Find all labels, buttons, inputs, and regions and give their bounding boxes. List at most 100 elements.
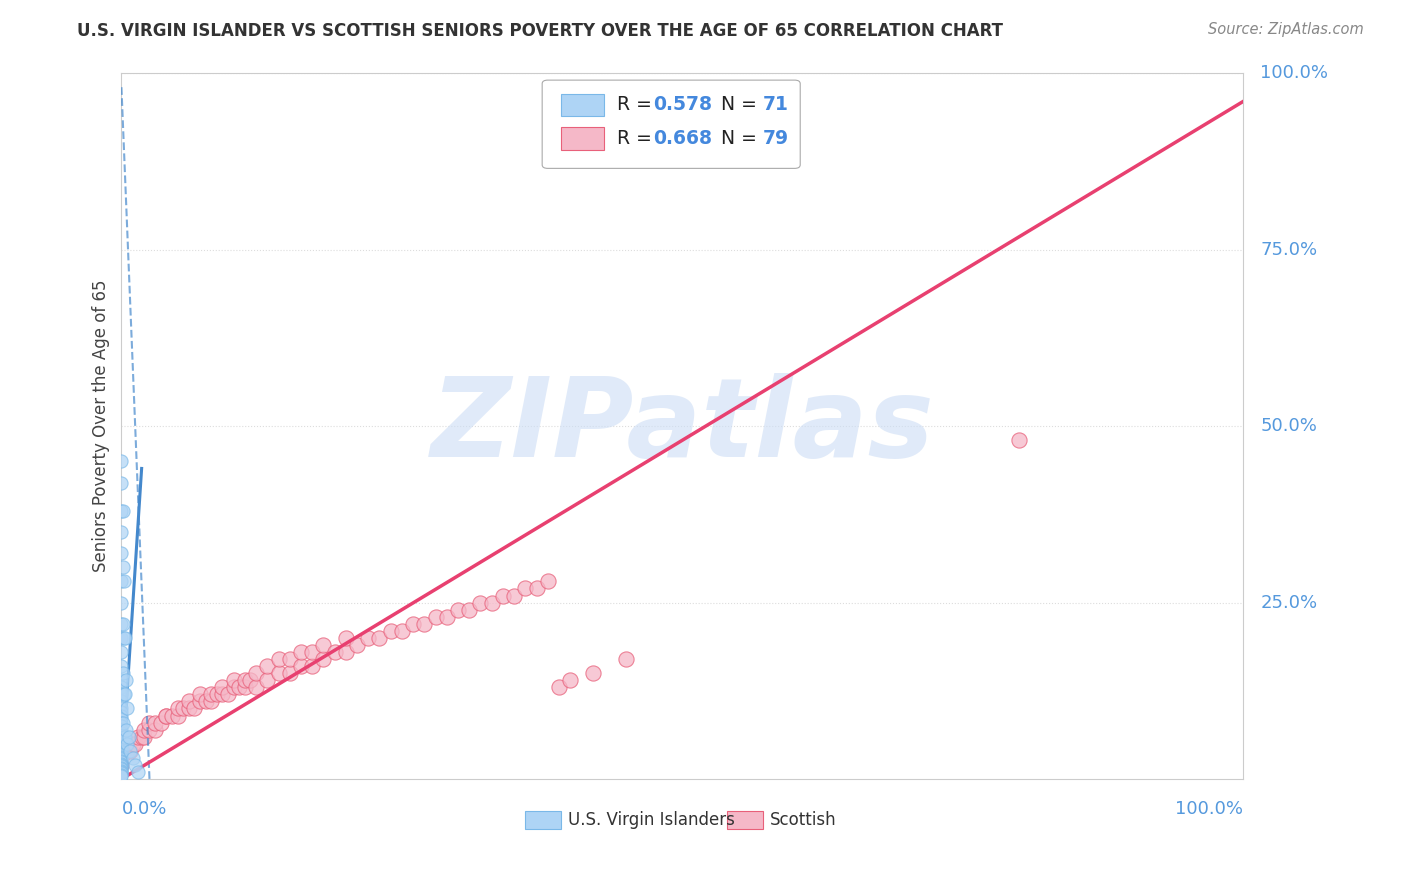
Point — [110, 761, 132, 775]
Point — [228, 681, 250, 695]
Point — [217, 687, 239, 701]
Text: N =: N = — [710, 129, 763, 148]
Point — [245, 666, 267, 681]
Point — [256, 673, 278, 688]
Point — [111, 560, 134, 574]
Point — [110, 687, 132, 701]
Point — [149, 715, 172, 730]
Point — [278, 666, 301, 681]
Point — [121, 737, 143, 751]
Text: R =: R = — [617, 129, 658, 148]
Point — [110, 758, 132, 772]
Point — [200, 694, 222, 708]
Point — [301, 659, 323, 673]
Point — [380, 624, 402, 638]
Point — [312, 638, 335, 652]
Point — [110, 728, 132, 742]
Point — [110, 762, 132, 776]
Point — [110, 747, 132, 761]
Point — [278, 652, 301, 666]
Point — [110, 745, 132, 759]
Text: 100.0%: 100.0% — [1260, 64, 1329, 82]
Text: N =: N = — [710, 95, 763, 114]
FancyBboxPatch shape — [561, 128, 605, 150]
Point — [111, 616, 134, 631]
Point — [110, 759, 132, 773]
Point — [120, 744, 142, 758]
Point — [110, 749, 132, 764]
Point — [110, 751, 132, 765]
Point — [537, 574, 560, 589]
Point — [211, 687, 233, 701]
Point — [110, 708, 132, 723]
Point — [110, 546, 132, 560]
Point — [112, 687, 135, 701]
Point — [548, 681, 571, 695]
Point — [110, 754, 132, 768]
Point — [110, 705, 132, 719]
Point — [368, 631, 391, 645]
Point — [110, 475, 132, 490]
Point — [290, 645, 312, 659]
Point — [492, 589, 515, 603]
Point — [110, 715, 132, 730]
Point — [114, 730, 136, 744]
Point — [110, 719, 132, 733]
Y-axis label: Seniors Poverty Over the Age of 65: Seniors Poverty Over the Age of 65 — [93, 280, 110, 573]
Point — [110, 574, 132, 589]
FancyBboxPatch shape — [727, 811, 763, 829]
Point — [222, 673, 245, 688]
Point — [290, 659, 312, 673]
Point — [127, 730, 149, 744]
Point — [110, 712, 132, 726]
Point — [118, 730, 141, 744]
Point — [131, 730, 153, 744]
Point — [120, 744, 142, 758]
Text: 71: 71 — [763, 95, 789, 114]
Text: Source: ZipAtlas.com: Source: ZipAtlas.com — [1208, 22, 1364, 37]
Point — [110, 764, 132, 778]
Text: 25.0%: 25.0% — [1260, 593, 1317, 612]
Point — [166, 708, 188, 723]
Text: 79: 79 — [763, 129, 789, 148]
Point — [121, 751, 143, 765]
Point — [115, 737, 138, 751]
Point — [436, 609, 458, 624]
Point — [357, 631, 380, 645]
Point — [110, 673, 132, 688]
Point — [110, 737, 132, 751]
Point — [114, 687, 136, 701]
Point — [239, 673, 262, 688]
FancyBboxPatch shape — [561, 94, 605, 116]
Text: U.S. VIRGIN ISLANDER VS SCOTTISH SENIORS POVERTY OVER THE AGE OF 65 CORRELATION : U.S. VIRGIN ISLANDER VS SCOTTISH SENIORS… — [77, 22, 1004, 40]
Point — [110, 596, 132, 610]
Text: 75.0%: 75.0% — [1260, 241, 1317, 259]
Point — [256, 659, 278, 673]
Point — [114, 631, 136, 645]
Text: 0.0%: 0.0% — [121, 800, 167, 818]
Point — [112, 631, 135, 645]
Point — [110, 735, 132, 749]
Text: Scottish: Scottish — [770, 811, 837, 829]
FancyBboxPatch shape — [543, 80, 800, 169]
Text: R =: R = — [617, 95, 658, 114]
Point — [138, 715, 160, 730]
Text: 100.0%: 100.0% — [1175, 800, 1243, 818]
Point — [166, 701, 188, 715]
Point — [346, 638, 368, 652]
Point — [138, 723, 160, 737]
Point — [110, 768, 132, 782]
Point — [301, 645, 323, 659]
Point — [127, 765, 149, 780]
Point — [110, 742, 132, 756]
Point — [110, 645, 132, 659]
Point — [391, 624, 413, 638]
Point — [110, 694, 132, 708]
Point — [110, 756, 132, 771]
Point — [183, 701, 205, 715]
Point — [110, 733, 132, 747]
Point — [110, 631, 132, 645]
Point — [205, 687, 228, 701]
Point — [115, 723, 138, 737]
Point — [413, 616, 436, 631]
